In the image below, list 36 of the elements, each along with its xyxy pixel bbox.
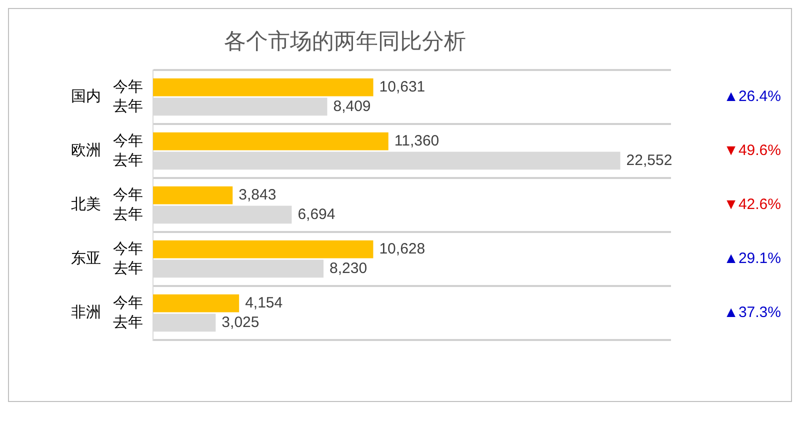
data-label: 11,360 [394,132,440,150]
text: ▲26.4% [724,88,781,106]
y-tick-label: 非洲 [71,304,101,322]
text: ▲37.3% [724,304,781,322]
text: 今年 [113,294,143,312]
data-label: 10,628 [379,240,426,258]
bar [153,186,233,204]
text: 去年 [113,152,143,169]
text: 去年 [113,260,143,277]
bar [153,240,374,258]
text: 今年 [113,132,143,150]
data-label: 6,694 [298,206,336,223]
text: 去年 [113,314,143,331]
data-label: 3,843 [238,186,276,204]
y-tick-label: 欧洲 [71,142,101,160]
bar [153,78,374,96]
bar [153,132,388,150]
text: ▼42.6% [724,196,781,214]
chart-title: 各个市场的两年同比分析 [224,30,466,55]
text: 今年 [113,240,143,258]
data-label: 22,552 [626,152,672,169]
text: ▼49.6% [724,142,781,160]
y-tick-label: 北美 [71,196,101,214]
series-label: 今年 [113,78,143,96]
y-tick-label: 国内 [71,88,101,106]
data-label: 10,631 [379,78,426,96]
data-label: 4,154 [245,294,283,312]
text: ▲29.1% [724,250,781,268]
text: 去年 [113,206,143,223]
data-label: 8,230 [330,260,368,277]
series-label: 去年 [113,98,143,115]
bar [153,294,240,312]
data-label: 8,409 [333,98,371,115]
data-label: 3,025 [222,314,260,331]
text: 今年 [113,186,143,204]
y-tick-label: 东亚 [71,250,101,268]
